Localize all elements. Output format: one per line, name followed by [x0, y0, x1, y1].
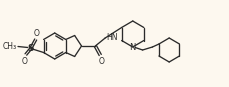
Text: O: O: [34, 29, 39, 39]
Text: N: N: [129, 44, 135, 52]
Text: HN: HN: [106, 33, 117, 41]
Text: O: O: [22, 56, 28, 66]
Text: CH₃: CH₃: [3, 42, 17, 51]
Text: O: O: [98, 57, 104, 66]
Text: S: S: [27, 44, 34, 53]
